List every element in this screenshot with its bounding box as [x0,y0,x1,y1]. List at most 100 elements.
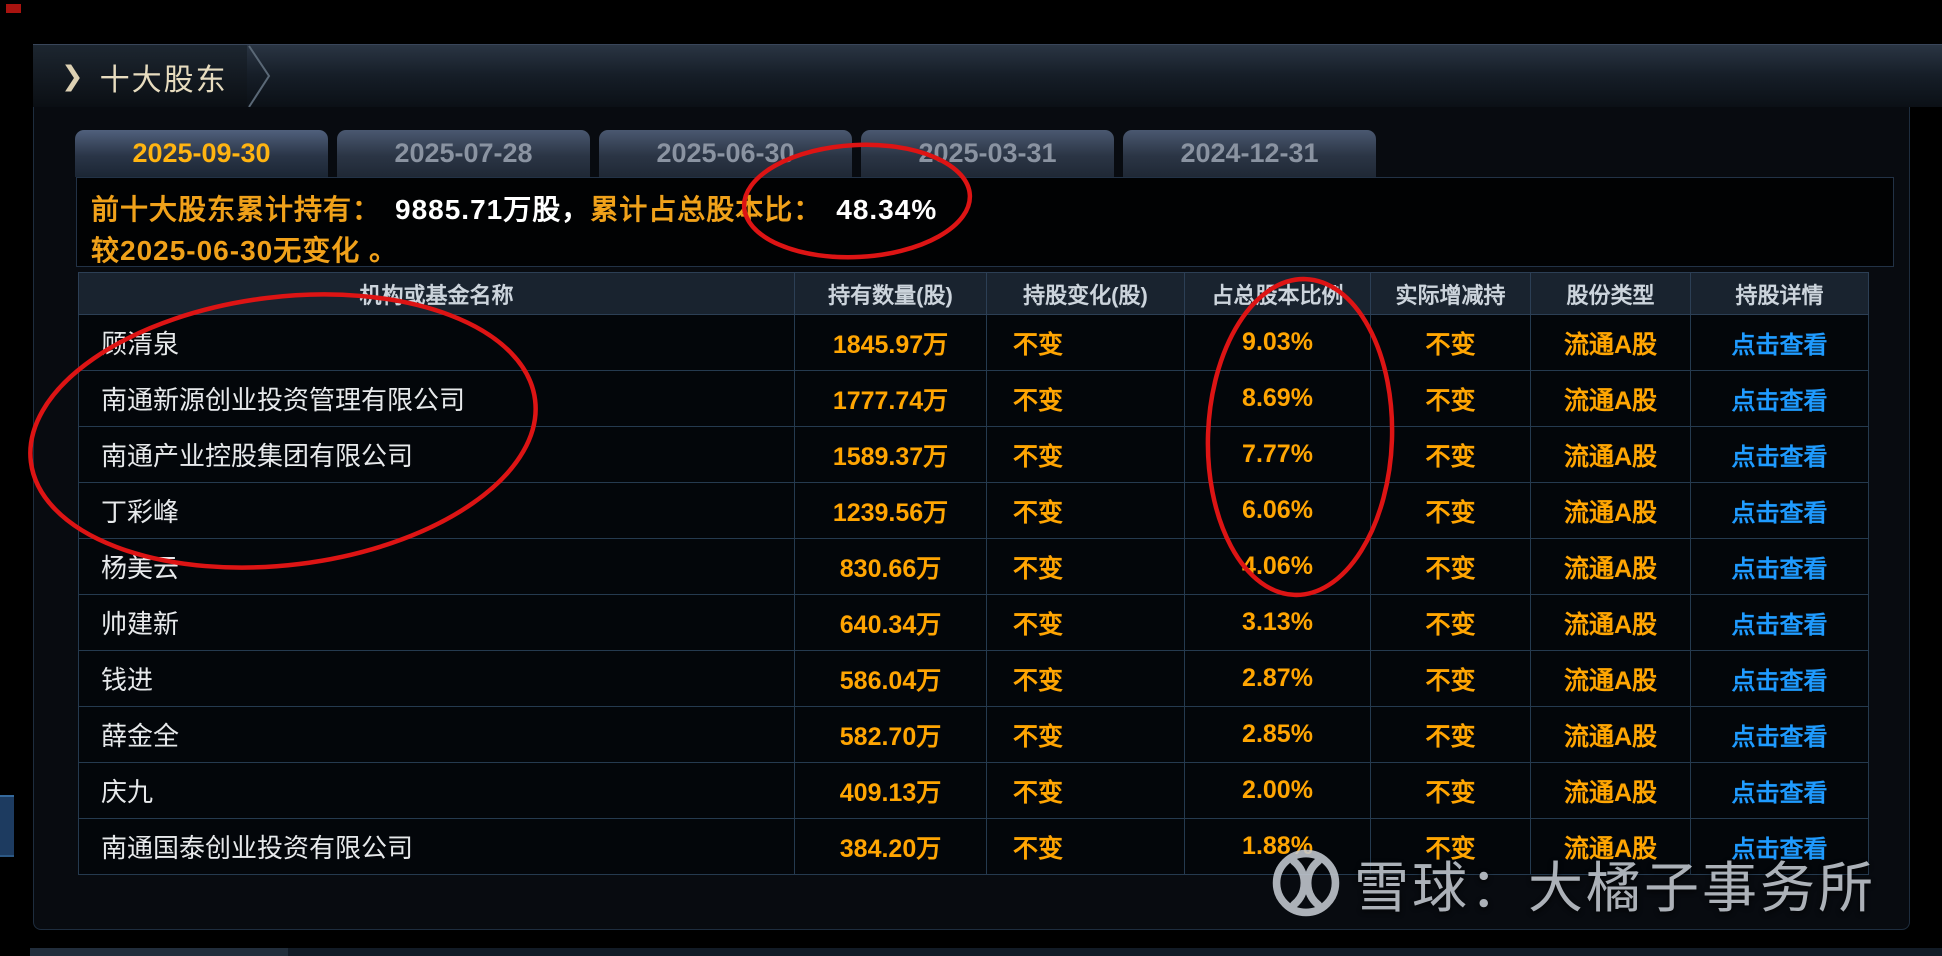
actual-change-cell: 不变 [1370,650,1531,707]
shareholder-name-cell: 钱进 [78,650,795,707]
detail-link[interactable]: 点击查看 [1690,426,1869,483]
share-type-cell: 流通A股 [1530,594,1691,651]
detail-link[interactable]: 点击查看 [1690,594,1869,651]
shareholder-row: 杨美云 830.66万 不变 4.06% 不变 流通A股 点击查看 [78,538,1869,595]
date-tab[interactable]: 2025-07-28 [337,130,590,177]
date-tab[interactable]: 2024-12-31 [1123,130,1376,177]
actual-change-cell: 不变 [1370,818,1531,875]
shareholder-row: 丁彩峰 1239.56万 不变 6.06% 不变 流通A股 点击查看 [78,482,1869,539]
holding-change-cell: 不变 [986,538,1185,595]
shareholders-table: 机构或基金名称 持有数量(股) 持股变化(股) 占总股本比例 实际增减持 股份类… [78,272,1869,875]
detail-link[interactable]: 点击查看 [1690,482,1869,539]
table-header-row: 机构或基金名称 持有数量(股) 持股变化(股) 占总股本比例 实际增减持 股份类… [78,272,1869,315]
shareholder-row: 薛金全 582.70万 不变 2.85% 不变 流通A股 点击查看 [78,706,1869,763]
actual-change-cell: 不变 [1370,370,1531,427]
shareholder-row: 南通国泰创业投资有限公司 384.20万 不变 1.88% 不变 流通A股 点击… [78,818,1869,875]
ratio-cell: 8.69% [1184,370,1371,427]
left-edge-panel-fragment [0,795,14,857]
share-type-cell: 流通A股 [1530,426,1691,483]
col-header-detail: 持股详情 [1690,272,1869,315]
shareholder-row: 南通新源创业投资管理有限公司 1777.74万 不变 8.69% 不变 流通A股… [78,370,1869,427]
share-type-cell: 流通A股 [1530,762,1691,819]
holding-amount-cell: 1589.37万 [794,426,987,483]
summary-holding-label: 前十大股东累计持有： [91,194,382,225]
ratio-cell: 3.13% [1184,594,1371,651]
summary-ratio-value: 48.34% [836,194,938,225]
summary-holding-value: 9885.71万股， [395,194,591,225]
share-type-cell: 流通A股 [1530,370,1691,427]
detail-link[interactable]: 点击查看 [1690,762,1869,819]
holding-change-cell: 不变 [986,426,1185,483]
holding-change-cell: 不变 [986,650,1185,707]
bottom-section-fragment-bar [288,948,1942,956]
holding-change-cell: 不变 [986,706,1185,763]
col-header-name: 机构或基金名称 [78,272,795,315]
col-header-change: 持股变化(股) [986,272,1185,315]
shareholder-row: 庆九 409.13万 不变 2.00% 不变 流通A股 点击查看 [78,762,1869,819]
actual-change-cell: 不变 [1370,314,1531,371]
detail-link[interactable]: 点击查看 [1690,650,1869,707]
detail-link[interactable]: 点击查看 [1690,370,1869,427]
summary-ratio-label: 累计占总股本比： [590,194,823,225]
chevron-right-icon: ❯ [61,61,84,91]
section-tab-top-shareholders[interactable]: ❯ 十大股东 [33,45,247,108]
holding-amount-cell: 1845.97万 [794,314,987,371]
holding-change-cell: 不变 [986,314,1185,371]
shareholder-name-cell: 薛金全 [78,706,795,763]
holding-amount-cell: 384.20万 [794,818,987,875]
share-type-cell: 流通A股 [1530,538,1691,595]
col-header-type: 股份类型 [1530,272,1691,315]
actual-change-cell: 不变 [1370,706,1531,763]
ratio-cell: 7.77% [1184,426,1371,483]
holding-change-cell: 不变 [986,370,1185,427]
summary-change-note: 较2025-06-30无变化 。 [91,235,399,266]
holding-amount-cell: 1777.74万 [794,370,987,427]
shareholder-name-cell: 南通产业控股集团有限公司 [78,426,795,483]
holding-change-cell: 不变 [986,762,1185,819]
col-header-amount: 持有数量(股) [794,272,987,315]
holding-change-cell: 不变 [986,818,1185,875]
share-type-cell: 流通A股 [1530,706,1691,763]
section-tab-notch [248,45,271,108]
holding-change-cell: 不变 [986,482,1185,539]
bottom-section-fragment-tab [30,948,288,956]
col-header-actual: 实际增减持 [1370,272,1531,315]
ratio-cell: 2.87% [1184,650,1371,707]
detail-link[interactable]: 点击查看 [1690,538,1869,595]
summary-box: 前十大股东累计持有： 9885.71万股，累计占总股本比： 48.34% 较2025… [76,177,1894,267]
actual-change-cell: 不变 [1370,482,1531,539]
shareholder-rows: 顾清泉 1845.97万 不变 9.03% 不变 流通A股 点击查看 南通新源创… [78,314,1869,875]
share-type-cell: 流通A股 [1530,482,1691,539]
holding-amount-cell: 582.70万 [794,706,987,763]
date-tab[interactable]: 2025-03-31 [861,130,1114,177]
date-tab[interactable]: 2025-06-30 [599,130,852,177]
holding-amount-cell: 640.34万 [794,594,987,651]
shareholder-name-cell: 杨美云 [78,538,795,595]
ratio-cell: 2.00% [1184,762,1371,819]
actual-change-cell: 不变 [1370,762,1531,819]
shareholder-name-cell: 南通国泰创业投资有限公司 [78,818,795,875]
holding-amount-cell: 1239.56万 [794,482,987,539]
shareholder-name-cell: 南通新源创业投资管理有限公司 [78,370,795,427]
section-title: 十大股东 [99,63,228,97]
screen-corner-red-mark [6,4,21,13]
share-type-cell: 流通A股 [1530,314,1691,371]
shareholder-name-cell: 庆九 [78,762,795,819]
ratio-cell: 4.06% [1184,538,1371,595]
detail-link[interactable]: 点击查看 [1690,706,1869,763]
actual-change-cell: 不变 [1370,594,1531,651]
ratio-cell: 9.03% [1184,314,1371,371]
ratio-cell: 2.85% [1184,706,1371,763]
shareholder-row: 帅建新 640.34万 不变 3.13% 不变 流通A股 点击查看 [78,594,1869,651]
section-header-bar: ❯ 十大股东 [33,44,1942,108]
summary-line-holdings: 前十大股东累计持有： 9885.71万股，累计占总股本比： 48.34% [91,188,937,228]
actual-change-cell: 不变 [1370,426,1531,483]
holding-amount-cell: 586.04万 [794,650,987,707]
shareholder-name-cell: 丁彩峰 [78,482,795,539]
date-tab[interactable]: 2025-09-30 [75,130,328,177]
ratio-cell: 1.88% [1184,818,1371,875]
detail-link[interactable]: 点击查看 [1690,818,1869,875]
shareholder-name-cell: 顾清泉 [78,314,795,371]
detail-link[interactable]: 点击查看 [1690,314,1869,371]
